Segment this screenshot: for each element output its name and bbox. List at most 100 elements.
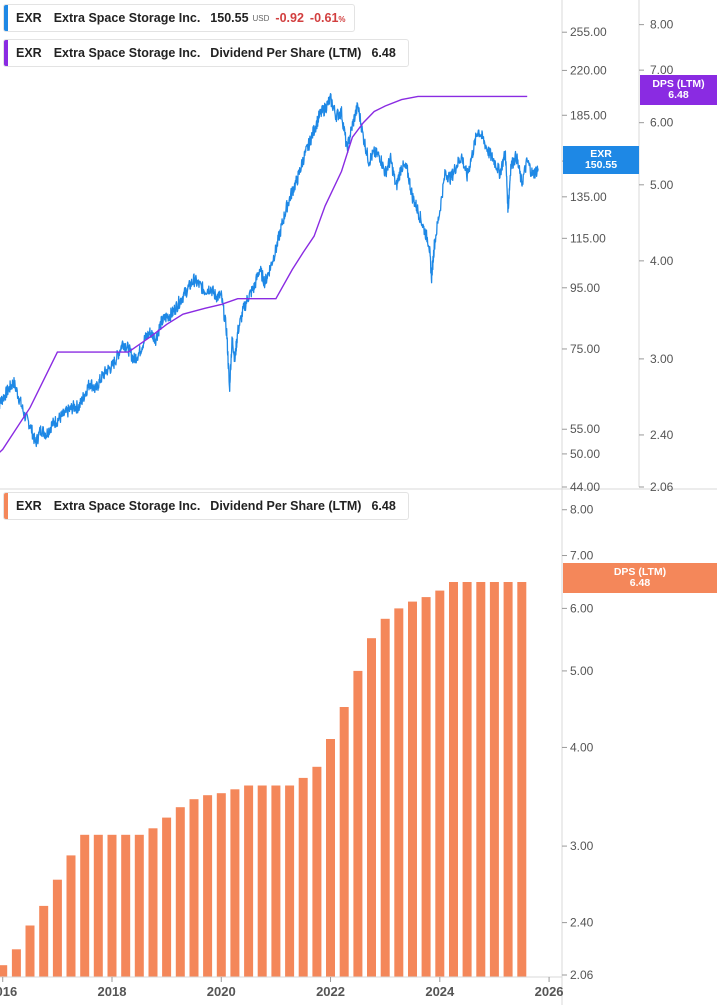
price-tag-value: 150.55 bbox=[584, 159, 618, 171]
dps-bar bbox=[517, 582, 527, 977]
dps-lower-tag-value: 6.48 bbox=[629, 577, 651, 589]
dps-upper-axis-tick-label: 3.00 bbox=[650, 352, 674, 366]
dps-lower-legend-value: 6.48 bbox=[371, 499, 396, 513]
dps-lower-axis-tick-label: 8.00 bbox=[570, 503, 594, 517]
dps-bar bbox=[449, 582, 458, 977]
dps-bar bbox=[285, 785, 295, 977]
dps-bar bbox=[367, 638, 376, 977]
dps-lower-legend-name: Extra Space Storage Inc. bbox=[53, 499, 201, 513]
x-axis-tick-label: 2026 bbox=[535, 984, 564, 999]
dps-bar bbox=[216, 793, 226, 977]
dps-upper-tag-label: DPS (LTM) bbox=[652, 78, 705, 90]
dps-bar bbox=[121, 834, 131, 977]
dps-upper-legend-value: 6.48 bbox=[371, 46, 396, 60]
dps-lower-last-value-tag: DPS (LTM) 6.48 bbox=[563, 563, 717, 593]
dps-bar bbox=[257, 785, 267, 977]
dps-bar bbox=[52, 879, 62, 977]
price-last-value-tag: EXR 150.55 bbox=[563, 146, 639, 174]
x-axis-tick-label: 2020 bbox=[207, 984, 236, 999]
dps-bar bbox=[93, 834, 103, 977]
dps-upper-legend-metric: Dividend Per Share (LTM) bbox=[210, 46, 362, 60]
dps-lower-axis-tick-label: 7.00 bbox=[570, 549, 594, 563]
price-axis-tick-label: 44.00 bbox=[570, 480, 600, 494]
price-axis-tick-label: 115.00 bbox=[570, 231, 606, 245]
dps-bar bbox=[25, 925, 35, 977]
dps-bar bbox=[0, 965, 8, 977]
dps-upper-axis-tick-label: 7.00 bbox=[650, 63, 674, 77]
dps-bar bbox=[230, 789, 240, 977]
dps-lower-axis-tick-label: 3.00 bbox=[570, 839, 594, 853]
price-axis-tick-label: 95.00 bbox=[570, 281, 600, 295]
dps-upper-axis-tick-label: 6.00 bbox=[650, 116, 674, 130]
x-axis-tick-label: 2016 bbox=[0, 984, 17, 999]
dps-bar bbox=[107, 834, 117, 977]
price-legend-name: Extra Space Storage Inc. bbox=[53, 11, 201, 25]
price-legend[interactable]: EXR Extra Space Storage Inc. 150.55 USD … bbox=[3, 4, 355, 32]
dps-bar bbox=[353, 670, 363, 977]
dps-bar bbox=[435, 590, 445, 977]
price-axis-tick-label: 135.00 bbox=[570, 190, 607, 204]
dps-bar bbox=[203, 795, 213, 977]
dps-bar bbox=[175, 807, 185, 977]
dps-bar bbox=[189, 799, 199, 977]
dps-bar bbox=[80, 834, 90, 977]
dps-bar bbox=[271, 785, 281, 977]
dps-lower-axis-tick-label: 2.40 bbox=[570, 916, 594, 930]
dps-bar bbox=[339, 707, 349, 977]
dps-upper-axis-tick-label: 8.00 bbox=[650, 18, 674, 32]
dps-series-line bbox=[0, 95, 528, 453]
price-axis-tick-label: 75.00 bbox=[570, 342, 600, 356]
dps-upper-axis-tick-label: 2.06 bbox=[650, 480, 674, 494]
dps-upper-legend-ticker: EXR bbox=[16, 46, 42, 60]
dps-bar bbox=[162, 817, 172, 977]
x-axis-tick-label: 2018 bbox=[98, 984, 127, 999]
dps-upper-legend[interactable]: EXR Extra Space Storage Inc. Dividend Pe… bbox=[3, 39, 409, 67]
price-legend-value: 150.55 bbox=[210, 11, 249, 25]
price-axis-tick-label: 220.00 bbox=[570, 63, 607, 77]
dps-lower-legend[interactable]: EXR Extra Space Storage Inc. Dividend Pe… bbox=[3, 492, 409, 520]
dps-bar bbox=[462, 582, 472, 977]
dps-bar bbox=[134, 834, 144, 977]
dps-bar bbox=[244, 785, 254, 977]
dps-bar bbox=[326, 739, 335, 977]
dps-bar bbox=[394, 608, 404, 977]
price-axis-tick-label: 185.00 bbox=[570, 108, 607, 122]
dps-bar bbox=[503, 582, 513, 977]
dps-bar bbox=[421, 597, 431, 977]
price-legend-change-pct: -0.61% bbox=[310, 11, 346, 25]
upper-price-pane bbox=[0, 92, 539, 453]
dps-lower-legend-swatch bbox=[4, 493, 8, 519]
price-legend-ticker: EXR bbox=[16, 11, 42, 25]
lower-dps-pane bbox=[0, 582, 527, 977]
dps-upper-legend-swatch bbox=[4, 40, 8, 66]
price-legend-unit: USD bbox=[252, 13, 270, 23]
dps-bar bbox=[489, 582, 499, 977]
dps-lower-tag-label: DPS (LTM) bbox=[613, 566, 667, 578]
price-axis-tick-label: 50.00 bbox=[570, 447, 600, 461]
dps-bar bbox=[11, 949, 21, 977]
price-axis-tick-label: 255.00 bbox=[570, 25, 607, 39]
dps-bar bbox=[298, 777, 308, 977]
dps-bar bbox=[312, 766, 322, 977]
dps-upper-legend-name: Extra Space Storage Inc. bbox=[53, 46, 201, 60]
dps-lower-axis-tick-label: 6.00 bbox=[570, 601, 594, 615]
dps-lower-legend-metric: Dividend Per Share (LTM) bbox=[210, 499, 362, 513]
dps-bar bbox=[380, 618, 390, 977]
dps-bar bbox=[408, 601, 417, 977]
dps-lower-legend-ticker: EXR bbox=[16, 499, 42, 513]
dps-lower-axis-tick-label: 4.00 bbox=[570, 740, 594, 754]
dps-upper-axis-tick-label: 4.00 bbox=[650, 254, 674, 268]
dps-bar bbox=[39, 905, 49, 977]
x-axis-tick-label: 2024 bbox=[425, 984, 455, 999]
price-legend-pct-symbol: % bbox=[338, 15, 346, 24]
x-axis-tick-label: 2022 bbox=[316, 984, 345, 999]
price-tag-ticker: EXR bbox=[590, 148, 612, 160]
dps-upper-tag-value: 6.48 bbox=[668, 89, 689, 101]
dps-bar bbox=[476, 582, 486, 977]
dps-bar bbox=[66, 855, 76, 977]
price-legend-swatch bbox=[4, 5, 8, 31]
dps-upper-last-value-tag: DPS (LTM) 6.48 bbox=[640, 75, 717, 105]
dps-lower-axis-tick-label: 5.00 bbox=[570, 664, 594, 678]
dps-upper-axis-tick-label: 5.00 bbox=[650, 178, 674, 192]
